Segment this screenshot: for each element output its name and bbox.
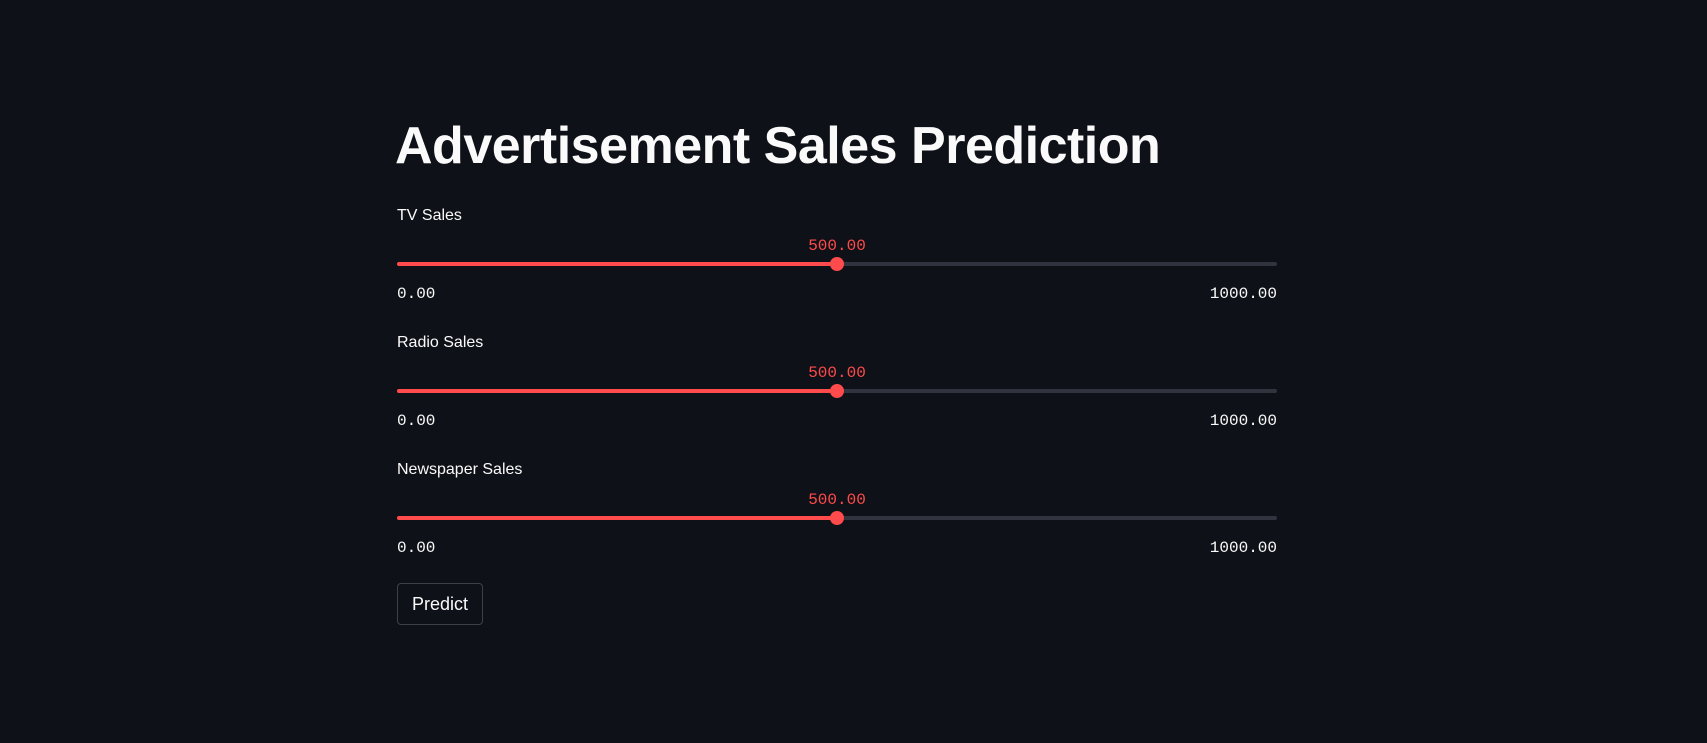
page-title: Advertisement Sales Prediction	[395, 112, 1160, 180]
radio-sales-min: 0.00	[397, 411, 435, 431]
newspaper-sales-slider: Newspaper Sales 500.00 0.00 1000.00	[397, 460, 1277, 564]
newspaper-sales-min: 0.00	[397, 538, 435, 558]
tv-sales-thumb[interactable]	[830, 257, 844, 271]
tv-sales-max: 1000.00	[1210, 284, 1277, 304]
radio-sales-value: 500.00	[808, 363, 866, 383]
newspaper-sales-max: 1000.00	[1210, 538, 1277, 558]
newspaper-sales-track-fill	[397, 516, 837, 520]
tv-sales-label: TV Sales	[397, 206, 462, 226]
radio-sales-thumb[interactable]	[830, 384, 844, 398]
tv-sales-track-fill	[397, 262, 837, 266]
newspaper-sales-value: 500.00	[808, 490, 866, 510]
radio-sales-label: Radio Sales	[397, 333, 483, 353]
newspaper-sales-thumb[interactable]	[830, 511, 844, 525]
tv-sales-value: 500.00	[808, 236, 866, 256]
radio-sales-max: 1000.00	[1210, 411, 1277, 431]
newspaper-sales-track[interactable]	[397, 516, 1277, 520]
main-content: Advertisement Sales Prediction TV Sales …	[397, 0, 1277, 743]
radio-sales-track-fill	[397, 389, 837, 393]
tv-sales-min: 0.00	[397, 284, 435, 304]
tv-sales-track[interactable]	[397, 262, 1277, 266]
predict-button[interactable]: Predict	[397, 583, 483, 625]
radio-sales-slider: Radio Sales 500.00 0.00 1000.00	[397, 333, 1277, 437]
tv-sales-slider: TV Sales 500.00 0.00 1000.00	[397, 206, 1277, 310]
radio-sales-track[interactable]	[397, 389, 1277, 393]
newspaper-sales-label: Newspaper Sales	[397, 460, 522, 480]
